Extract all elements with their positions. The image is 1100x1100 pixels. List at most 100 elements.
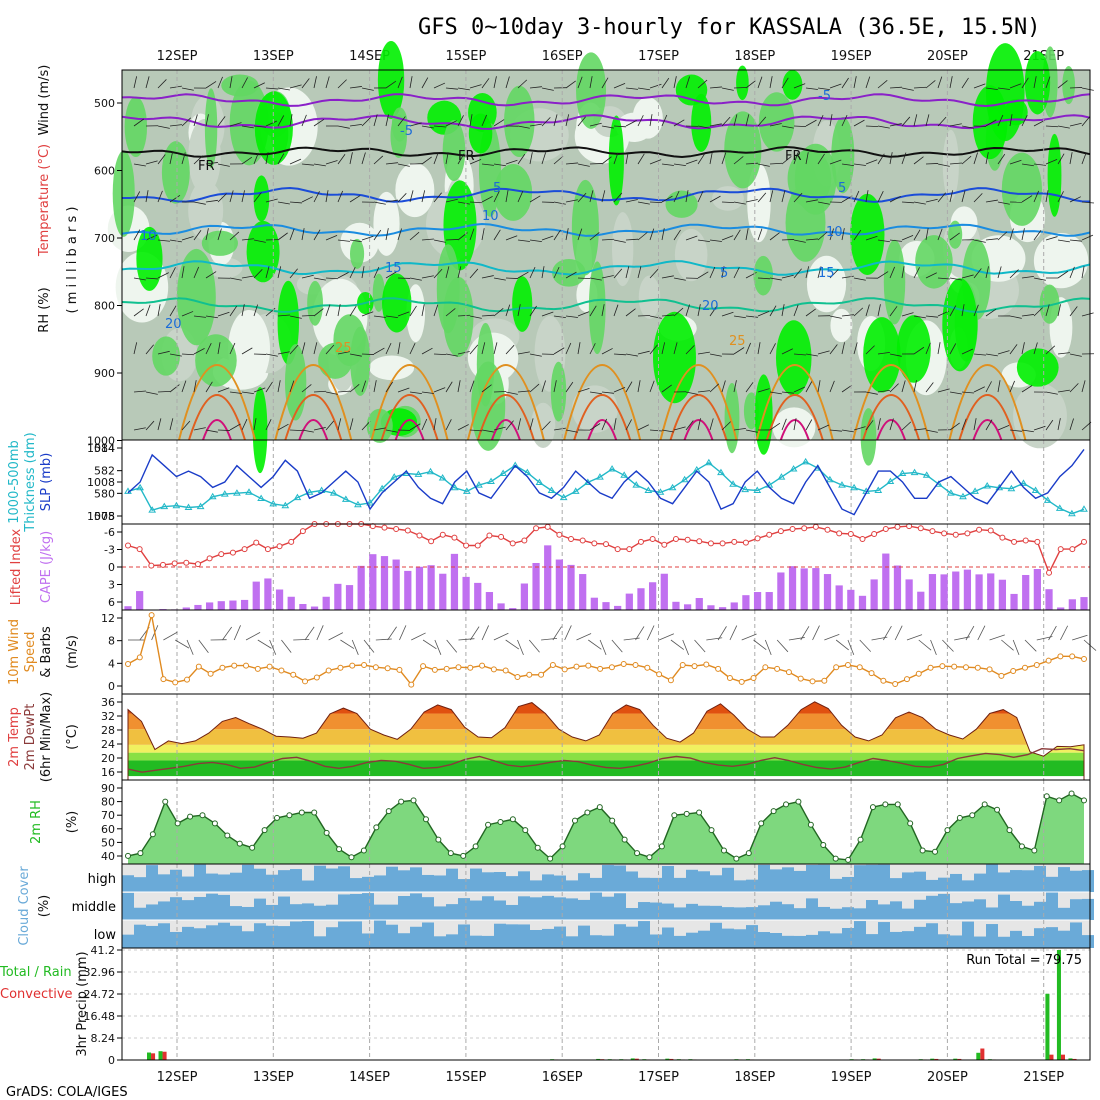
y-tick-label: 1008	[87, 476, 115, 489]
wind10m-speed-point	[939, 663, 946, 670]
wind10m-speed-point	[1057, 653, 1064, 660]
lifted-index-point	[404, 527, 411, 534]
cloud-cell	[326, 927, 338, 948]
wind-barb	[841, 163, 854, 167]
wind-barb	[157, 272, 169, 279]
rh2m-point	[298, 809, 305, 816]
lifted-index-point	[218, 551, 225, 558]
lifted-index-point	[159, 561, 166, 568]
thickness-point	[305, 488, 314, 495]
wind-barb	[181, 117, 192, 127]
wind-barb	[997, 201, 1010, 205]
lifted-index-point	[649, 536, 656, 543]
wind-barb	[157, 239, 170, 242]
cloud-cell	[782, 867, 794, 892]
cloud-cell	[746, 907, 758, 920]
rh2m-point	[1031, 847, 1038, 854]
wind-barb	[241, 275, 254, 279]
wind10m-speed-point	[502, 667, 509, 674]
pressure-tick-label: 1000	[87, 435, 115, 448]
wind-barb	[757, 116, 767, 127]
wind-barb	[481, 163, 494, 166]
wind-barb	[265, 418, 272, 431]
wind-barb	[469, 268, 479, 279]
wind-barb	[637, 201, 650, 205]
wind-barb	[1033, 277, 1046, 281]
wind-barb	[637, 315, 651, 317]
wind-barb	[793, 83, 806, 89]
wind-barb	[937, 116, 947, 127]
wind-barb	[1033, 307, 1043, 317]
wind-barb	[397, 228, 402, 241]
wind-barb	[925, 198, 938, 203]
cloud-cell	[830, 933, 842, 948]
cloud-cell	[998, 894, 1010, 920]
wind10m-speed-point	[313, 674, 320, 681]
wind-barb	[781, 190, 786, 203]
rh-moist-patch	[550, 361, 567, 422]
cloud-cell	[542, 895, 554, 920]
wind-barb	[985, 381, 992, 393]
precip-total-bar	[930, 1058, 935, 1060]
lifted-index-point	[486, 532, 493, 539]
wind10m-speed-point	[526, 671, 533, 678]
isotherm-line	[121, 222, 1091, 237]
label-wind: Wind (m/s)	[37, 65, 52, 136]
wind-barb	[649, 201, 663, 204]
wind-barb	[913, 201, 926, 205]
wind-barb	[697, 304, 701, 317]
date-label-bottom: 13SEP	[253, 1070, 294, 1085]
wind10m-speed-point	[172, 679, 179, 686]
wind-barb	[313, 163, 326, 167]
wind-barb	[589, 423, 601, 431]
thickness-point	[1031, 486, 1040, 493]
cloud-cell	[518, 896, 530, 920]
lifted-index-point	[498, 533, 505, 540]
thickness-point	[293, 493, 302, 501]
wind-barb	[373, 427, 386, 431]
wind-barb	[685, 190, 689, 203]
wind-barb	[601, 348, 613, 355]
wind10m-barb	[222, 626, 233, 641]
wind-barb	[637, 232, 648, 241]
wind-barb	[385, 162, 398, 165]
wind-barb	[241, 391, 254, 394]
wind-barb	[745, 382, 754, 393]
wind-barb	[901, 87, 914, 91]
wind-barb	[241, 156, 253, 165]
cloud-cell	[554, 926, 566, 948]
rh-moist-patch	[277, 280, 300, 365]
wind-barb	[1021, 163, 1034, 167]
cloud-cell	[1082, 935, 1094, 948]
wind-barb	[529, 152, 533, 165]
y-tick-label: 0	[108, 561, 115, 574]
cloud-cell	[962, 880, 974, 892]
wind-barb	[313, 308, 324, 317]
cloud-cell	[554, 897, 566, 920]
wind-barb	[649, 429, 662, 432]
wind-barb	[913, 346, 925, 355]
cape-bar	[777, 572, 785, 610]
wind-barb	[685, 159, 698, 165]
cloud-cell	[422, 897, 434, 920]
rh-moist-patch	[883, 239, 906, 325]
cloud-cell	[710, 875, 722, 892]
wind-barb	[613, 353, 626, 356]
wind-barb	[793, 418, 797, 431]
wind-barb	[193, 347, 205, 355]
lifted-index-point	[836, 530, 843, 537]
wind-barb	[1057, 270, 1069, 279]
rh2m-point	[534, 844, 541, 851]
rh2m-point	[323, 829, 330, 836]
wind-barb	[517, 271, 529, 279]
wind10m-barb	[1012, 639, 1020, 656]
wind10m-barb	[694, 639, 706, 653]
rh-moist-patch	[896, 315, 931, 383]
rh2m-point	[944, 827, 951, 834]
wind-barb	[625, 308, 636, 317]
wind-barb	[709, 123, 722, 127]
wind-barb	[793, 268, 802, 279]
cape-bar	[718, 607, 727, 610]
wind-barb	[565, 162, 578, 165]
wind-barb	[865, 159, 878, 165]
